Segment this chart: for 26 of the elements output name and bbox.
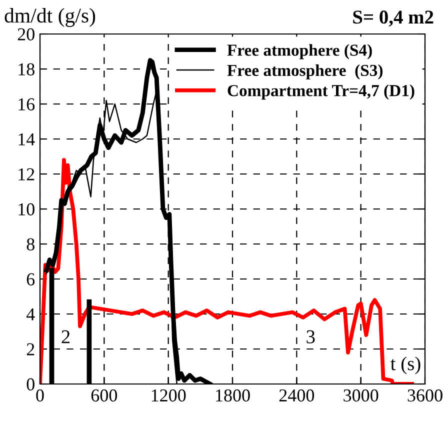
y-tick-label: 4 <box>26 308 35 320</box>
y-tick-label: 6 <box>26 273 35 286</box>
legend-label: Free atmophere (S4) <box>227 44 372 60</box>
y-tick-label: 16 <box>18 98 35 110</box>
x-tick-label: 1200 <box>152 389 186 402</box>
legend-label: Compartment Tr=4,7 (D1) <box>228 84 414 100</box>
y-tick-label: 8 <box>26 238 34 250</box>
x-tick-label: 3600 <box>408 389 442 402</box>
x-tick-label: 0 <box>36 389 44 402</box>
chart-title: S= 0,4 m2 <box>353 10 434 27</box>
x-axis-title: t (s) <box>390 356 420 374</box>
annotation: 3 <box>306 330 315 344</box>
y-tick-label: 2 <box>26 343 34 356</box>
y-tick-label: 0 <box>26 378 34 390</box>
annotation: 2 <box>62 330 70 344</box>
x-tick-label: 1800 <box>216 389 250 402</box>
y-tick-label: 12 <box>18 168 34 180</box>
y-axis-title: dm/dt (g/s) <box>4 8 96 27</box>
x-tick-label: 600 <box>91 389 118 402</box>
y-tick-label: 14 <box>18 133 35 146</box>
x-tick-label: 2400 <box>279 389 314 402</box>
y-tick-label: 20 <box>18 28 34 40</box>
x-tick-label: 3000 <box>344 389 378 402</box>
y-tick-label: 18 <box>18 63 34 76</box>
legend-label: Free atmosphere (S3) <box>227 64 383 80</box>
y-tick-label: 10 <box>18 203 34 216</box>
